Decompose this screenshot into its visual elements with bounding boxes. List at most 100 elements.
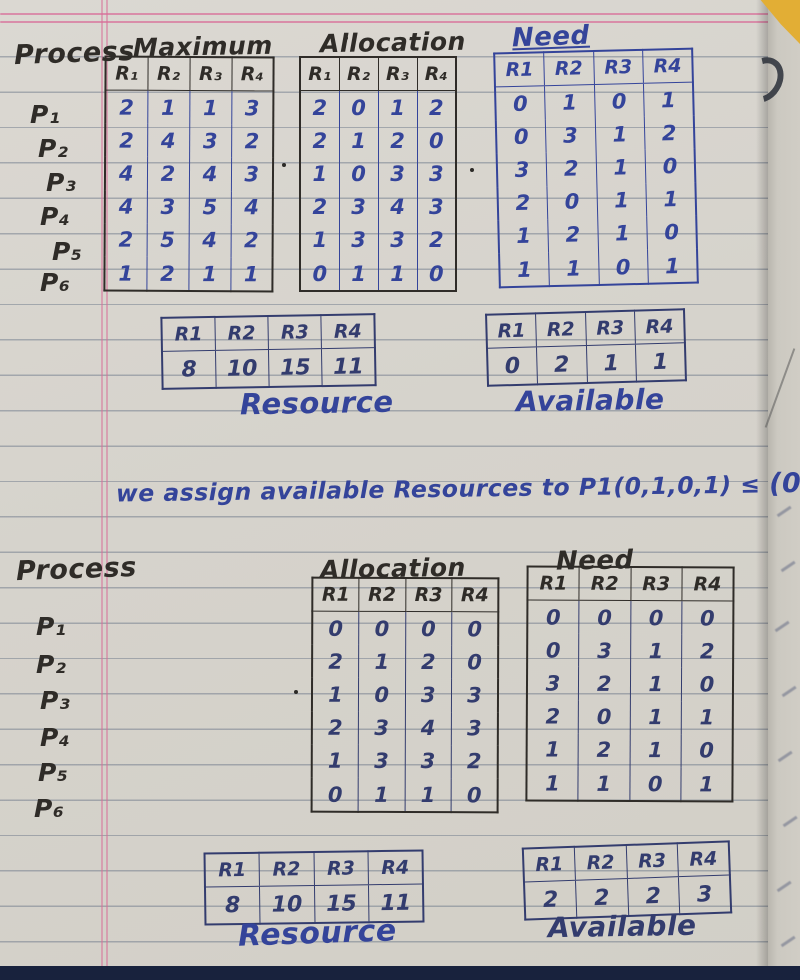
cell: 1: [630, 634, 682, 668]
back-page-writing: [782, 815, 798, 827]
cell: 1: [680, 767, 733, 802]
table-row: 0 0 0 0: [527, 599, 734, 635]
cell: 2: [105, 123, 148, 158]
table-row: 0 1 1 0: [299, 256, 456, 292]
cell: 3: [451, 711, 498, 746]
need-table-title: Need: [511, 20, 591, 54]
process-row-label: P₂: [36, 650, 67, 679]
cell: 0: [527, 599, 579, 634]
cell: 1: [311, 744, 359, 778]
col-header: R4: [677, 841, 730, 877]
col-header: R₁: [299, 57, 339, 91]
cell: 1: [629, 667, 682, 701]
col-header: R3: [405, 578, 452, 612]
cell: 1: [377, 256, 417, 292]
cell: 0: [527, 633, 579, 668]
cell: 3: [189, 124, 232, 158]
cell: 1: [577, 766, 630, 802]
cell: 3: [496, 152, 547, 187]
process-row-label: P₆: [40, 268, 71, 297]
cell: 2: [146, 157, 190, 191]
cell: 4: [188, 157, 232, 191]
cell: 2: [299, 90, 339, 125]
cell: 1: [299, 157, 339, 191]
cell: 1: [404, 777, 452, 813]
col-header: R₄: [416, 57, 456, 91]
col-header: R2: [535, 312, 586, 347]
col-header: R3: [585, 310, 636, 346]
cell: 4: [377, 190, 417, 224]
process-row-label: P₄: [40, 202, 71, 231]
cell: 0: [681, 734, 733, 768]
cell: 1: [299, 223, 339, 257]
cell: 1: [377, 90, 417, 125]
table-row: 1 3 3 2: [299, 223, 456, 257]
cell: 3: [377, 157, 417, 191]
cell: 1: [629, 733, 682, 768]
cell: 15: [268, 348, 323, 387]
cell: 2: [405, 645, 452, 679]
cell: 1: [358, 777, 405, 813]
col-header: R1: [527, 566, 580, 601]
cell: 2: [526, 700, 579, 734]
table-row: 2 1 2 0: [299, 124, 456, 158]
cell: 1: [188, 256, 231, 292]
back-page-writing: [777, 750, 793, 762]
table-header-row: R1 R2 R3 R4: [494, 48, 693, 87]
col-header: R1: [161, 316, 216, 352]
col-header: R3: [313, 851, 369, 886]
table-header-row: R1 R2 R3 R4: [527, 566, 734, 602]
table-row: 2 1 1 3: [105, 90, 274, 125]
yellow-paper-corner: [760, 0, 800, 44]
cell: 0: [358, 611, 406, 646]
cell: 3: [231, 90, 274, 125]
col-header: R1: [522, 846, 576, 883]
allocation-table-title: Allocation: [319, 26, 467, 59]
table-row: 8 10 15 11: [161, 347, 376, 389]
col-header: R2: [214, 316, 269, 351]
cell: 1: [681, 700, 733, 735]
cell: 3: [146, 190, 189, 224]
table-row: 2 1 2 0: [312, 644, 499, 679]
cell: 0: [312, 611, 359, 646]
cell: 0: [578, 600, 631, 635]
cell: 2: [546, 151, 597, 186]
pencil-slash-mark: [764, 348, 796, 428]
table-row: 0 3 1 2: [527, 633, 734, 668]
table-row: 2 0 1 2: [299, 90, 456, 125]
cell: 1: [643, 82, 694, 117]
table-row: 4 3 5 4: [104, 190, 273, 225]
cell: 0: [451, 778, 498, 813]
cell: 1: [635, 342, 686, 382]
cell: 0: [338, 157, 378, 191]
cell: 1: [526, 766, 579, 801]
cell: 2: [644, 115, 695, 151]
available-table: R1 R2 R3 R4 0 2 1 1: [485, 308, 687, 387]
cell: 1: [629, 700, 682, 735]
table-row: 0 3 1 2: [495, 115, 695, 154]
note-vector: (0,2,1,1): [768, 466, 800, 500]
cell: 0: [593, 83, 645, 119]
col-header: R₃: [377, 57, 417, 91]
table-row: 2 3 4 3: [311, 711, 498, 746]
cell: 5: [188, 190, 231, 224]
col-header: R2: [578, 566, 631, 601]
cell: 1: [338, 124, 378, 158]
cell: 0: [416, 256, 456, 292]
table-row: 1 1 0 1: [499, 248, 698, 288]
table-row: 4 2 4 3: [104, 156, 274, 192]
ink-dot: [294, 690, 298, 694]
cell: 1: [647, 248, 698, 284]
cell: 2: [536, 345, 587, 385]
cell: 0: [646, 215, 697, 250]
cell: 4: [188, 223, 231, 258]
cell: 1: [104, 256, 147, 291]
cell: 2: [146, 256, 189, 292]
margin-line-top-2: [0, 21, 800, 23]
cell: 2: [578, 667, 631, 701]
table-row: 1 0 3 3: [299, 157, 456, 191]
ink-dot: [282, 163, 286, 167]
cell: 4: [147, 123, 190, 158]
cell: 1: [311, 678, 359, 712]
col-header: R₁: [105, 56, 148, 91]
